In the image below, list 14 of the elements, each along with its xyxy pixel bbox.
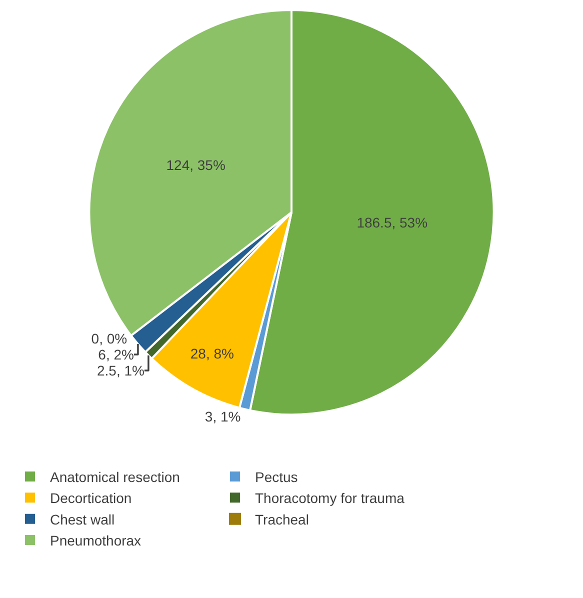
data-label: 186.5, 53%	[356, 214, 428, 231]
legend-label: Pneumothorax	[50, 532, 142, 548]
legend-label: Tracheal	[255, 511, 309, 528]
data-label: 6, 2%	[98, 346, 134, 363]
legend-label: Thoracotomy for trauma	[255, 490, 405, 506]
data-label: 3, 1%	[204, 408, 241, 425]
text: 0, 0%	[91, 330, 128, 347]
data-label: 124, 35%	[166, 157, 226, 174]
data-label: 2.5, 1%	[96, 362, 144, 379]
legend-label: Chest wall	[50, 511, 115, 528]
legend-label: Decortication	[50, 490, 132, 506]
data-label: 28, 8%	[190, 346, 234, 362]
legend-label: Pectus	[255, 468, 298, 485]
legend-label: Anatomical resection	[50, 468, 180, 485]
